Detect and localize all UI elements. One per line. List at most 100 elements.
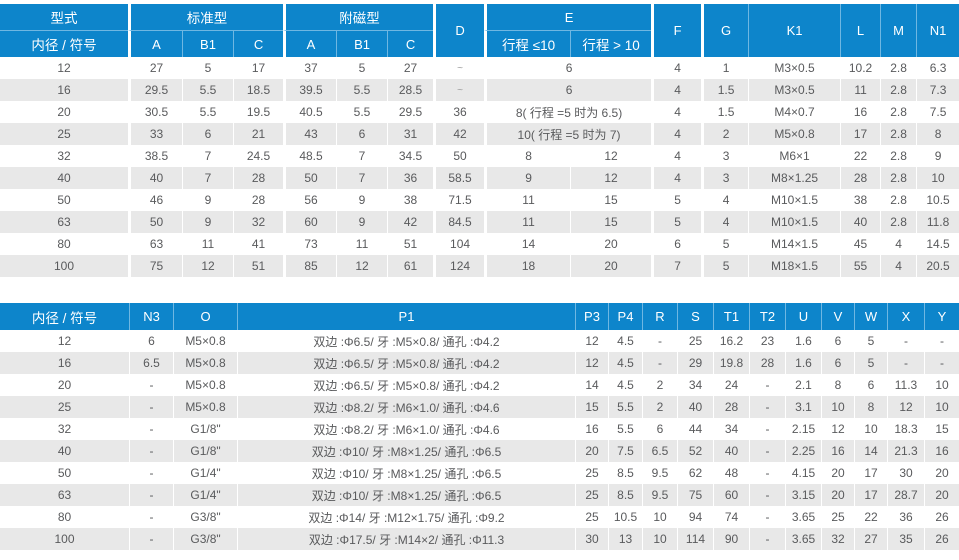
cell: 3.65 — [785, 528, 821, 550]
cell: - — [129, 484, 173, 506]
cell: 4.5 — [608, 330, 642, 352]
cell: 58.5 — [433, 167, 485, 189]
cell: 9 — [336, 211, 388, 233]
cell: 10.5 — [608, 506, 642, 528]
dimension-table-top-body: 12 27 5 17 37 5 27 ~6 4 1 M3×0.5 10.2 2.8 6.3 16 29.5 5.… — [0, 57, 959, 277]
cell: 100 — [0, 528, 129, 550]
cell: 15 — [570, 211, 652, 233]
column-header: P1 — [237, 303, 575, 330]
cell: 35 — [887, 528, 924, 550]
cell: - — [749, 374, 785, 396]
cell: 双边 :Φ8.2/ 牙 :M6×1.0/ 通孔 :Φ4.6 — [237, 418, 575, 440]
cell: 21 — [233, 123, 284, 145]
cell: 50 — [0, 462, 129, 484]
cell: 7.5 — [608, 440, 642, 462]
cell: - — [924, 330, 959, 352]
cell: 30.5 — [128, 101, 182, 123]
cell: 8( 行程 =5 时为 6.5) — [484, 101, 652, 123]
cell: - — [749, 506, 785, 528]
cell: 4.5 — [608, 374, 642, 396]
cell: 16 — [821, 440, 854, 462]
cell: 75 — [677, 484, 713, 506]
cell: 6 — [182, 123, 233, 145]
header-col-k1: K1 — [748, 4, 841, 57]
cell: 46 — [128, 189, 182, 211]
header-col-c-mag: C — [387, 30, 434, 57]
table-row: 50- G1/4" 双边 :Φ10/ 牙 :M8×1.25/ 通孔 :Φ6.5 25 8… — [0, 462, 959, 484]
header-col-m: M — [880, 4, 917, 57]
cell: 61 — [387, 255, 434, 277]
cell: - — [129, 418, 173, 440]
cell: 9.5 — [642, 484, 677, 506]
cell: - — [749, 440, 785, 462]
header-bore-symbol: 内径 / 符号 — [0, 30, 128, 57]
table-row: 12 6 M5×0.8 双边 :Φ6.5/ 牙 :M5×0.8/ 通孔 :Φ4.2 12… — [0, 330, 959, 352]
cell: 74 — [713, 506, 749, 528]
cell: 2.8 — [880, 123, 917, 145]
cell: 2.15 — [785, 418, 821, 440]
cell: 40 — [0, 440, 129, 462]
cell: ~ — [433, 57, 485, 79]
header-type: 型式 — [0, 4, 128, 30]
cell: - — [749, 462, 785, 484]
cell: 4 — [701, 189, 749, 211]
cell: - — [887, 352, 924, 374]
cell: 1.5 — [701, 79, 749, 101]
cell: 23 — [749, 330, 785, 352]
cell: - — [749, 484, 785, 506]
cell: 4 — [651, 167, 702, 189]
header-col-g: G — [701, 4, 749, 57]
cell: 14 — [575, 374, 608, 396]
cell: 7 — [651, 255, 702, 277]
column-header: X — [887, 303, 924, 330]
cell: 5 — [182, 57, 233, 79]
cell: 6 — [642, 418, 677, 440]
cell: 5 — [854, 330, 887, 352]
header-group-standard: 标准型 — [128, 4, 284, 30]
cell: 24.5 — [233, 145, 284, 167]
cell: 6 — [336, 123, 388, 145]
cell: 19.5 — [233, 101, 284, 123]
column-header: 内径 / 符号 — [0, 303, 129, 330]
cell: 44 — [677, 418, 713, 440]
cell: 29.5 — [387, 101, 434, 123]
cell: 16 — [924, 440, 959, 462]
cell: 28 — [713, 396, 749, 418]
cell: 2.25 — [785, 440, 821, 462]
table-row: 25 33 6 21 43 6 31 42 10( 行程 =5 时为 7) 4 2 M5×0.8 17 2… — [0, 123, 959, 145]
cell: 56 — [283, 189, 337, 211]
cell: 20 — [821, 484, 854, 506]
cell: - — [642, 352, 677, 374]
cell: 2.8 — [880, 145, 917, 167]
cell: 7 — [336, 167, 388, 189]
cell: 5 — [651, 189, 702, 211]
cell: 20 — [0, 374, 129, 396]
cell: 38 — [840, 189, 881, 211]
cell: 1.6 — [785, 352, 821, 374]
column-header: P4 — [608, 303, 642, 330]
cell: 50 — [128, 211, 182, 233]
cell: M8×1.25 — [748, 167, 841, 189]
cell: 9 — [336, 189, 388, 211]
cell: 4 — [651, 79, 702, 101]
cell: 5.5 — [608, 396, 642, 418]
cell: 11 — [484, 211, 571, 233]
cell: 6 — [821, 352, 854, 374]
cell: 85 — [283, 255, 337, 277]
cell: 11 — [840, 79, 881, 101]
cell: 39.5 — [283, 79, 337, 101]
cell: 18 — [484, 255, 571, 277]
cell: 12 — [575, 352, 608, 374]
cell: 1.6 — [785, 330, 821, 352]
cell: 14 — [484, 233, 571, 255]
header-col-n1: N1 — [916, 4, 959, 57]
cell: 40 — [0, 167, 128, 189]
cell: 24 — [713, 374, 749, 396]
column-header: O — [173, 303, 237, 330]
cell: 双边 :Φ6.5/ 牙 :M5×0.8/ 通孔 :Φ4.2 — [237, 352, 575, 374]
cell: 8 — [916, 123, 959, 145]
cell: 12 — [821, 418, 854, 440]
cell: 5.5 — [336, 79, 388, 101]
dimension-table-bottom-body: 12 6 M5×0.8 双边 :Φ6.5/ 牙 :M5×0.8/ 通孔 :Φ4.2 12… — [0, 330, 959, 550]
